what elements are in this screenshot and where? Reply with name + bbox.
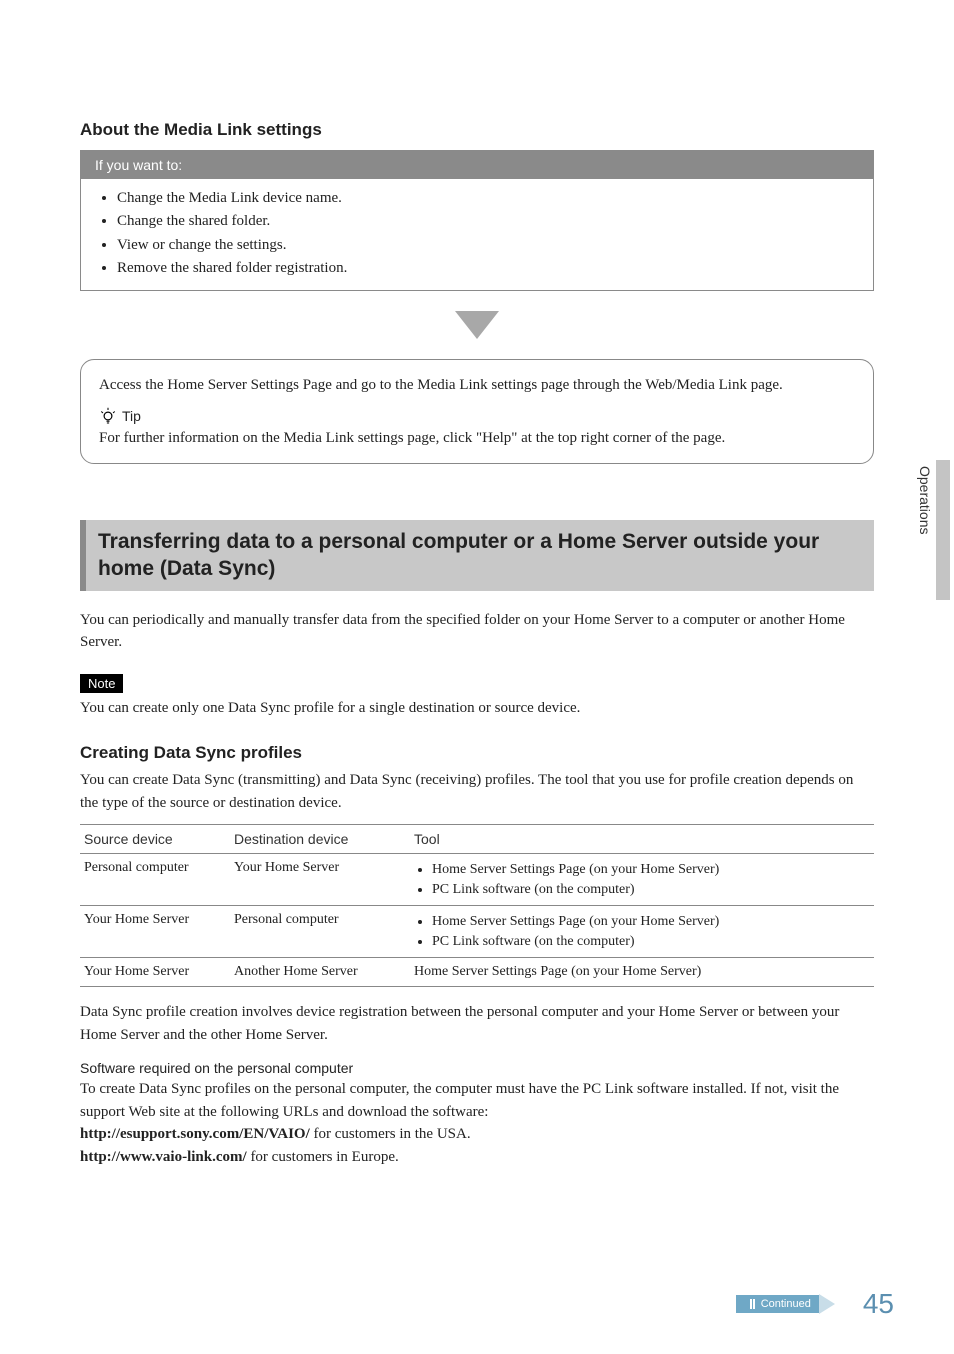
url1-bold: http://esupport.sony.com/EN/VAIO/ [80,1126,310,1142]
side-tab-operations: Operations [914,460,954,600]
col-header-source: Source device [80,825,230,854]
cell-tool: Home Server Settings Page (on your Home … [410,906,874,958]
list-item: Home Server Settings Page (on your Home … [432,860,870,880]
continued-bars-icon [750,1299,758,1309]
list-item: Change the Media Link device name. [117,187,859,210]
side-tab-gray-bar [936,460,950,600]
cell-tool: Home Server Settings Page (on your Home … [410,958,874,987]
page-number: 45 [863,1288,894,1320]
table-row: Personal computer Your Home Server Home … [80,854,874,906]
url-line-1: http://esupport.sony.com/EN/VAIO/ for cu… [80,1123,874,1146]
note-badge: Note [80,674,123,693]
about-bullet-list: Change the Media Link device name. Chang… [117,187,859,280]
down-arrow-icon [455,311,499,339]
table-row: Your Home Server Personal computer Home … [80,906,874,958]
continued-bar: Continued [736,1295,819,1313]
cell-dst: Personal computer [230,906,410,958]
feature-heading-text: Transferring data to a personal computer… [98,528,862,583]
cell-src: Your Home Server [80,958,230,987]
col-header-tool: Tool [410,825,874,854]
continued-arrow-icon [819,1294,835,1314]
about-section-title: About the Media Link settings [80,120,874,140]
profiles-heading: Creating Data Sync profiles [80,743,874,763]
cell-dst: Your Home Server [230,854,410,906]
tip-rounded-box: Access the Home Server Settings Page and… [80,359,874,464]
cell-dst: Another Home Server [230,958,410,987]
tip-row: Tip [99,407,855,425]
lightbulb-icon [99,407,117,425]
list-item: Home Server Settings Page (on your Home … [432,912,870,932]
cell-src: Personal computer [80,854,230,906]
about-gray-bar: If you want to: [81,151,873,179]
table-header-row: Source device Destination device Tool [80,825,874,854]
profiles-table: Source device Destination device Tool Pe… [80,824,874,987]
list-item: PC Link software (on the computer) [432,880,870,900]
footer: Continued 45 [736,1288,894,1320]
feature-heading-bar: Transferring data to a personal computer… [80,520,874,591]
tipbox-intro: Access the Home Server Settings Page and… [99,374,855,397]
continued-label: Continued [761,1298,811,1310]
about-content: Change the Media Link device name. Chang… [81,179,873,290]
tool-bullets: Home Server Settings Page (on your Home … [432,912,870,951]
continued-flag: Continued [736,1294,835,1314]
software-text: To create Data Sync profiles on the pers… [80,1078,874,1123]
profiles-intro: You can create Data Sync (transmitting) … [80,769,874,814]
url1-rest: for customers in the USA. [310,1126,471,1142]
about-box: If you want to: Change the Media Link de… [80,150,874,291]
cell-src: Your Home Server [80,906,230,958]
cell-tool: Home Server Settings Page (on your Home … [410,854,874,906]
side-tab-label: Operations [914,460,936,540]
list-item: Remove the shared folder registration. [117,257,859,280]
list-item: View or change the settings. [117,234,859,257]
tool-bullets: Home Server Settings Page (on your Home … [432,860,870,899]
url2-rest: for customers in Europe. [247,1149,399,1165]
table-row: Your Home Server Another Home Server Hom… [80,958,874,987]
after-table-text: Data Sync profile creation involves devi… [80,1001,874,1046]
list-item: Change the shared folder. [117,210,859,233]
software-sub-heading: Software required on the personal comput… [80,1060,874,1076]
list-item: PC Link software (on the computer) [432,932,870,952]
url-line-2: http://www.vaio-link.com/ for customers … [80,1146,874,1169]
note-text: You can create only one Data Sync profil… [80,697,874,720]
tip-label: Tip [122,408,141,424]
tip-text: For further information on the Media Lin… [99,427,855,450]
feature-intro: You can periodically and manually transf… [80,609,874,654]
col-header-dest: Destination device [230,825,410,854]
url2-bold: http://www.vaio-link.com/ [80,1149,247,1165]
